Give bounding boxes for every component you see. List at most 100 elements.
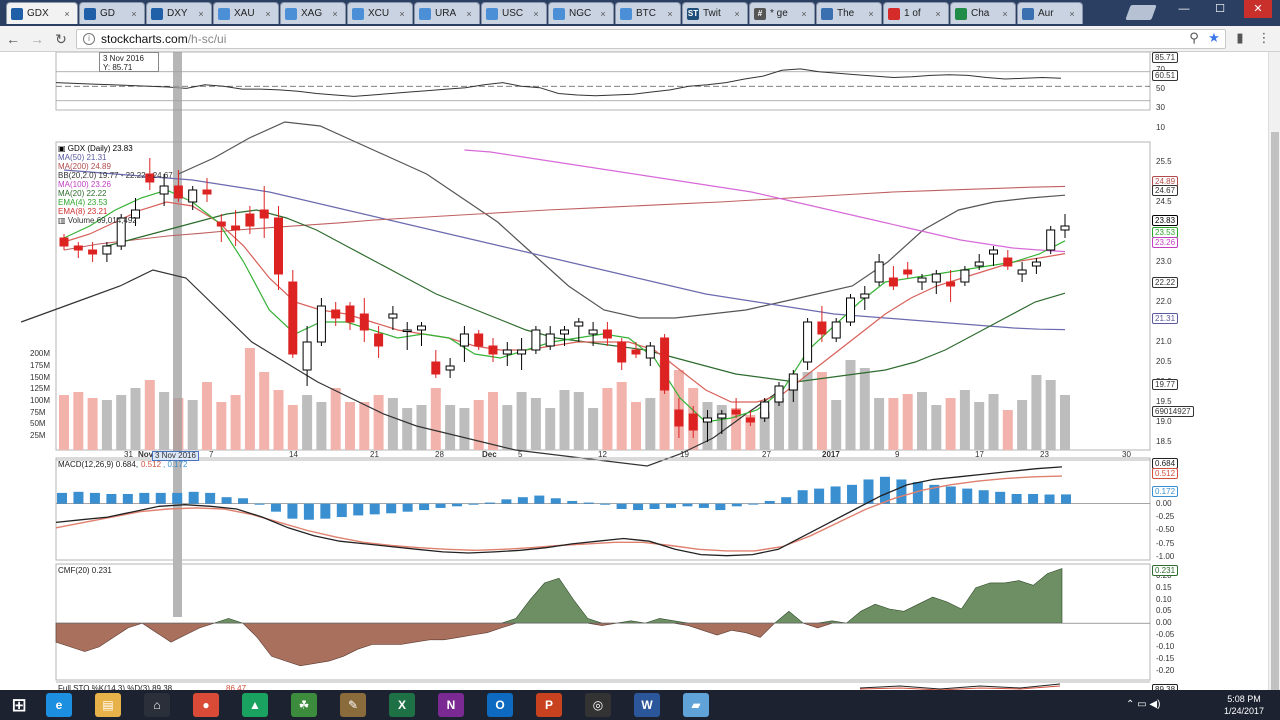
volume-bar <box>917 392 927 450</box>
price-value-box: 24.67 <box>1152 185 1179 196</box>
tab-btc[interactable]: BTC × <box>615 2 681 24</box>
tab-xag[interactable]: XAG × <box>280 2 346 24</box>
volume-bar <box>959 390 970 450</box>
macd-legend-signal: 0.512 <box>141 460 162 469</box>
tab-close-icon[interactable]: × <box>935 8 941 19</box>
macd-histogram-bar <box>270 503 281 512</box>
tab-close-icon[interactable]: × <box>131 8 137 19</box>
tab-aur[interactable]: Aur × <box>1017 2 1083 24</box>
volume-bar <box>645 398 656 450</box>
tab-gdx[interactable]: GDX × <box>6 2 78 24</box>
candle-body <box>231 225 241 231</box>
chart-canvas[interactable] <box>0 52 1268 690</box>
volume-bar <box>387 398 398 450</box>
stock-chart[interactable]: 85.717060.5150301025.525.024.524.023.523… <box>0 52 1280 695</box>
tab-ngc[interactable]: NGC × <box>548 2 614 24</box>
tab-cha[interactable]: Cha × <box>950 2 1016 24</box>
tab-close-icon[interactable]: × <box>332 8 338 19</box>
tab-dxy[interactable]: DXY × <box>146 2 212 24</box>
forward-arrow-icon[interactable]: → <box>30 31 44 47</box>
taskbar-app-1-icon[interactable]: ▤ <box>95 693 121 717</box>
x-axis-label: 17 <box>975 450 984 459</box>
search-icon[interactable]: ⚲ <box>1189 30 1199 45</box>
tab-xcu[interactable]: XCU × <box>347 2 413 24</box>
price-legend-item: ▣ GDX (Daily) 23.83 <box>58 144 133 153</box>
tab-ura[interactable]: URA × <box>414 2 480 24</box>
price-tick-label: 22.0 <box>1156 297 1172 306</box>
tab-close-icon[interactable]: × <box>868 8 874 19</box>
volume-bar <box>616 382 627 450</box>
candle-body <box>931 273 941 283</box>
system-tray[interactable]: ⌃ ▭ ◀) <box>1126 699 1161 710</box>
tab-ge[interactable]: # * ge × <box>749 2 815 24</box>
volume-bar <box>788 378 799 450</box>
address-bar[interactable]: i stockcharts.com/h-sc/ui <box>76 29 1226 49</box>
macd-histogram-bar <box>978 490 989 504</box>
taskbar-app-13-icon[interactable]: ▰ <box>683 693 709 717</box>
macd-histogram-bar <box>172 492 183 504</box>
x-axis-label: 28 <box>435 450 444 459</box>
tab-label: Twit <box>703 8 721 19</box>
taskbar-app-3-icon[interactable]: ● <box>193 693 219 717</box>
taskbar-app-8-icon[interactable]: N <box>438 693 464 717</box>
tab-gd[interactable]: GD × <box>79 2 145 24</box>
tab-close-icon[interactable]: × <box>265 8 271 19</box>
windows-start-icon[interactable]: ⊞ <box>11 694 27 715</box>
taskbar-app-9-icon[interactable]: O <box>487 693 513 717</box>
tab-close-icon[interactable]: × <box>801 8 807 19</box>
macd-histogram-bar <box>501 499 512 504</box>
volume-bar <box>359 402 370 450</box>
scrollbar-thumb[interactable] <box>1271 132 1279 692</box>
tab-close-icon[interactable]: × <box>533 8 539 19</box>
back-arrow-icon[interactable]: ← <box>6 31 20 47</box>
menu-icon[interactable]: ⋮ <box>1257 30 1271 45</box>
taskbar-app-12-icon[interactable]: W <box>634 693 660 717</box>
extension-icon[interactable]: ▮ <box>1236 30 1244 45</box>
tab-label: 1 of <box>904 8 921 19</box>
tab-close-icon[interactable]: × <box>1069 8 1075 19</box>
bookmark-star-icon[interactable]: ★ <box>1208 30 1220 45</box>
tab-close-icon[interactable]: × <box>667 8 673 19</box>
tab-close-icon[interactable]: × <box>198 8 204 19</box>
crosshair-tooltip: 3 Nov 2016 Y: 85.71 <box>99 52 159 72</box>
tab-close-icon[interactable]: × <box>64 8 70 19</box>
taskbar-app-0-icon[interactable]: e <box>46 693 72 717</box>
tab-close-icon[interactable]: × <box>734 8 740 19</box>
taskbar-app-7-icon[interactable]: X <box>389 693 415 717</box>
candle-body <box>88 249 98 255</box>
page-scrollbar[interactable] <box>1268 52 1280 692</box>
close-window-button[interactable]: ✕ <box>1244 0 1272 18</box>
candle-body <box>517 349 527 355</box>
x-axis-label: 7 <box>209 450 214 459</box>
candle-body <box>1003 257 1013 267</box>
taskbar-app-6-icon[interactable]: ✎ <box>340 693 366 717</box>
taskbar-app-10-icon[interactable]: P <box>536 693 562 717</box>
tab-close-icon[interactable]: × <box>1002 8 1008 19</box>
maximize-button[interactable]: ☐ <box>1215 3 1225 15</box>
taskbar-clock[interactable]: 5:08 PM 1/24/2017 <box>1214 693 1274 717</box>
tab-close-icon[interactable]: × <box>466 8 472 19</box>
tab-twit[interactable]: ST Twit × <box>682 2 748 24</box>
tab-close-icon[interactable]: × <box>399 8 405 19</box>
new-tab-button[interactable] <box>1125 5 1157 20</box>
taskbar-app-2-icon[interactable]: ⌂ <box>144 693 170 717</box>
info-icon[interactable]: i <box>83 33 95 45</box>
cmf-tick-label: 0.00 <box>1156 618 1172 628</box>
tab-1-of[interactable]: 1 of × <box>883 2 949 24</box>
taskbar-app-5-icon[interactable]: ☘ <box>291 693 317 717</box>
macd-histogram-bar <box>600 503 611 505</box>
candle-body <box>602 329 612 339</box>
tab-xau[interactable]: XAU × <box>213 2 279 24</box>
minimize-button[interactable]: — <box>1178 3 1190 15</box>
taskbar-app-11-icon[interactable]: ◎ <box>585 693 611 717</box>
reload-icon[interactable]: ↻ <box>55 31 67 47</box>
macd-histogram-bar <box>57 492 67 504</box>
x-axis-label: 9 <box>895 450 900 459</box>
tab-usc[interactable]: USC × <box>481 2 547 24</box>
tab-favicon-icon <box>553 7 565 20</box>
candle-body <box>888 277 898 287</box>
tab-the[interactable]: The × <box>816 2 882 24</box>
taskbar-app-4-icon[interactable]: ▲ <box>242 693 268 717</box>
tab-close-icon[interactable]: × <box>600 8 606 19</box>
volume-bar <box>888 398 899 450</box>
